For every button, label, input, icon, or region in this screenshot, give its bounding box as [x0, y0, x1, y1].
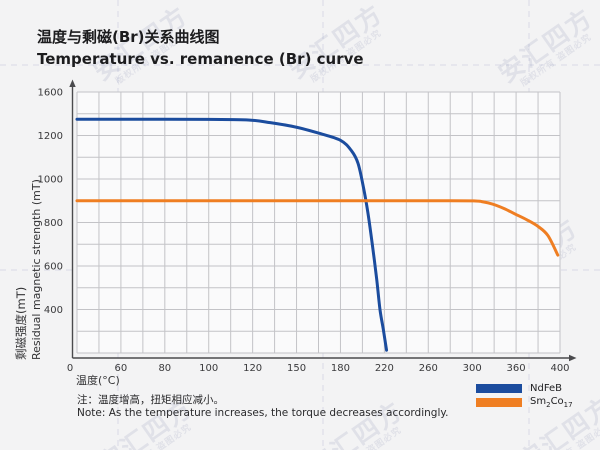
x-tick-label: 80	[158, 363, 171, 374]
y-tick-label: 1000	[38, 175, 63, 186]
legend-label: Sm2Co17	[530, 395, 573, 409]
chart-title-zh: 温度与剩磁(Br)关系曲线图	[37, 28, 220, 46]
y-tick-label: 1600	[38, 88, 63, 99]
legend-swatch-ndfeb	[476, 383, 522, 393]
legend-item-sm2co17: Sm2Co17	[476, 395, 573, 409]
footnote: 注：温度增高，扭矩相应减小。 Note: As the temperature …	[77, 394, 448, 420]
y-tick-label: 600	[44, 262, 63, 273]
y-tick-label: 800	[44, 218, 63, 229]
legend-item-ndfeb: NdFeB	[476, 382, 573, 394]
x-tick-label: 120	[243, 363, 262, 374]
chart-title-en: Temperature vs. remanence (Br) curve	[37, 50, 364, 68]
x-tick-label: 260	[419, 363, 438, 374]
x-axis-title: 温度(°C)	[76, 374, 120, 387]
x-tick-label: 300	[463, 363, 482, 374]
legend-swatch-sm2co17	[476, 397, 522, 407]
footnote-zh: 注：温度增高，扭矩相应减小。	[77, 394, 224, 406]
legend-label: NdFeB	[530, 382, 563, 394]
x-tick-label: 220	[375, 363, 394, 374]
series-curve-ndfeb	[75, 117, 389, 352]
x-tick-label: 100	[199, 363, 218, 374]
y-tick-label: 400	[44, 305, 63, 316]
x-axis-arrow-icon	[569, 354, 577, 362]
x-tick-label: 400	[550, 363, 569, 374]
series-curve-sm2co17	[75, 199, 560, 257]
footnote-en: Note: As the temperature increases, the …	[77, 407, 449, 419]
x-tick-label: 60	[115, 363, 128, 374]
y-axis-arrow-icon	[69, 79, 76, 87]
x-tick-label: 0	[67, 363, 73, 374]
x-tick-label: 150	[287, 363, 306, 374]
legend: NdFeB Sm2Co17	[476, 382, 573, 410]
x-tick-label: 180	[331, 363, 350, 374]
y-tick-label: 1200	[38, 131, 63, 142]
x-tick-label: 360	[507, 363, 526, 374]
chart-title: 温度与剩磁(Br)关系曲线图 Temperature vs. remanence…	[37, 26, 364, 70]
